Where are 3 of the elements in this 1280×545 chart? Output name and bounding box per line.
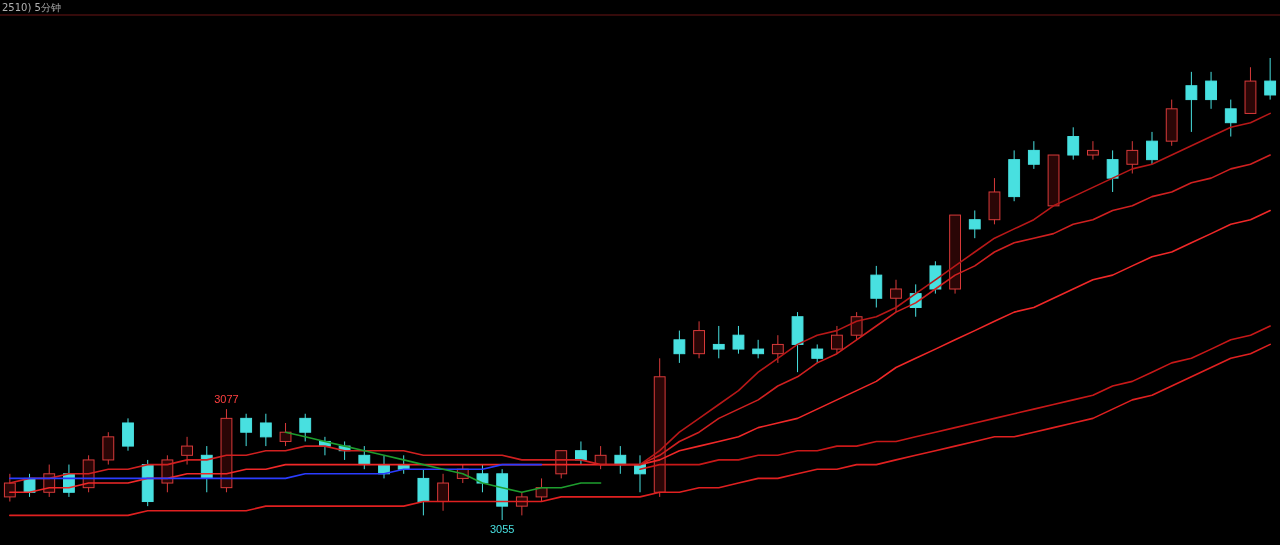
chart-title: 2510) 5分钟: [2, 2, 61, 13]
annotation: 3077: [214, 393, 239, 406]
annotation: 3055: [489, 523, 515, 535]
